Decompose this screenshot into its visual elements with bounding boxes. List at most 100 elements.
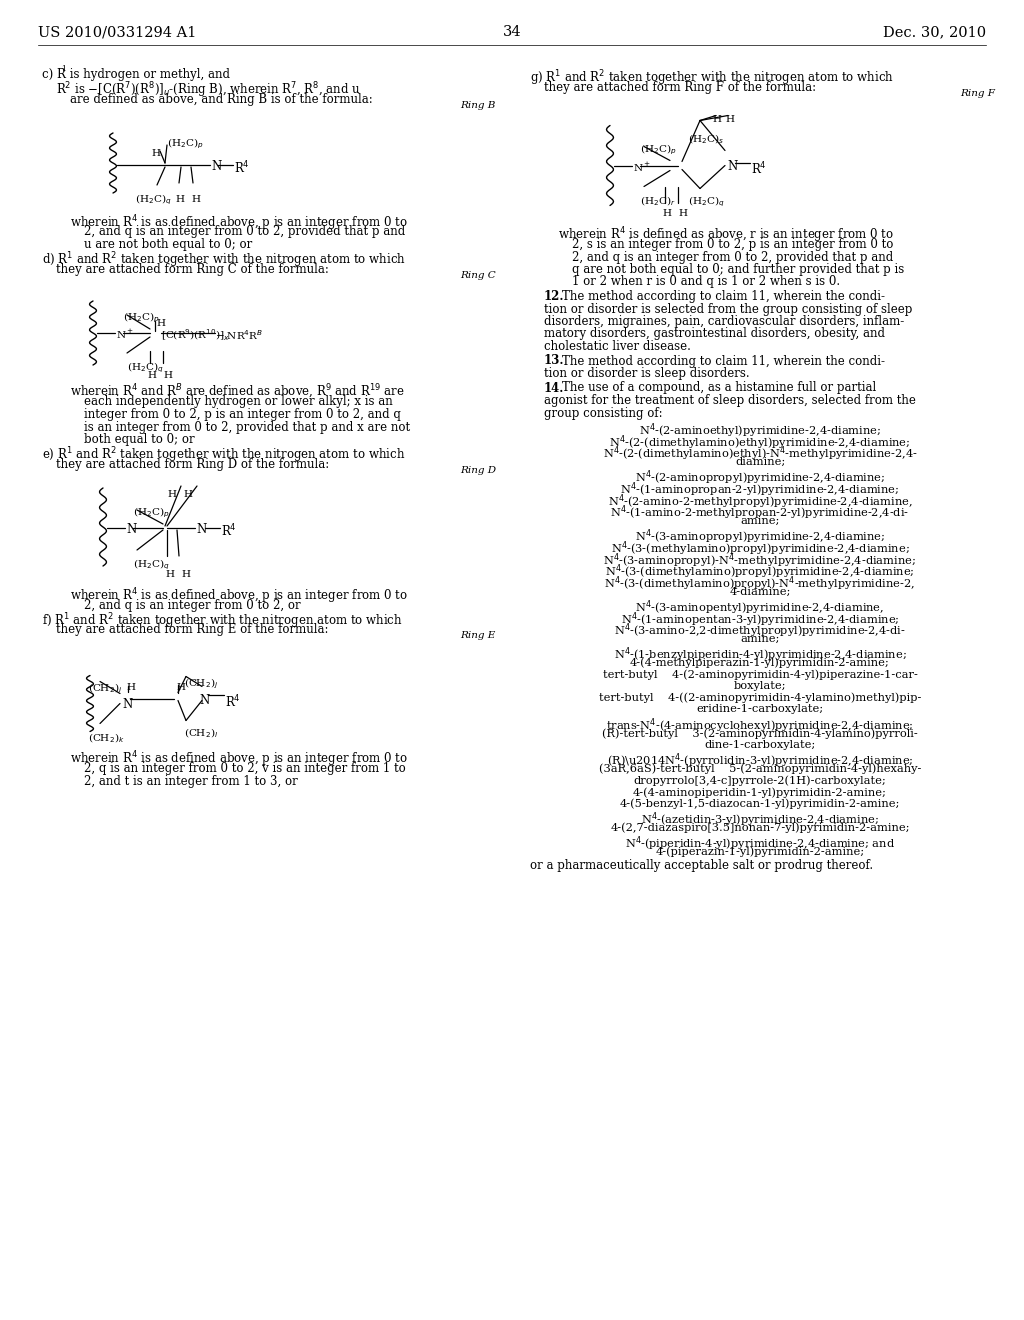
- Text: u are not both equal to 0; or: u are not both equal to 0; or: [84, 238, 252, 251]
- Text: wherein R$^4$ is as defined above, p is an integer from 0 to: wherein R$^4$ is as defined above, p is …: [70, 750, 409, 770]
- Text: N$^4$-(3-(dimethylamino)propyl)-N$^4$-methylpyrimidine-2,: N$^4$-(3-(dimethylamino)propyl)-N$^4$-me…: [604, 574, 915, 593]
- Text: (H$_2$C)$_p$: (H$_2$C)$_p$: [123, 312, 160, 326]
- Text: 13.: 13.: [544, 355, 564, 367]
- Text: N$^4$-(2-aminoethyl)pyrimidine-2,4-diamine;: N$^4$-(2-aminoethyl)pyrimidine-2,4-diami…: [639, 421, 881, 440]
- Text: 4-(4-methylpiperazin-1-yl)pyrimidin-2-amine;: 4-(4-methylpiperazin-1-yl)pyrimidin-2-am…: [630, 657, 890, 668]
- Text: (H$_2$C)$_q$: (H$_2$C)$_q$: [135, 193, 172, 207]
- Text: H: H: [167, 490, 176, 499]
- Text: (H$_2$C)$_q$: (H$_2$C)$_q$: [133, 558, 170, 573]
- Text: dine-1-carboxylate;: dine-1-carboxylate;: [705, 741, 816, 750]
- Text: N$^4$-(azetidin-3-yl)pyrimidine-2,4-diamine;: N$^4$-(azetidin-3-yl)pyrimidine-2,4-diam…: [641, 810, 879, 829]
- Text: dropyrrolo[3,4-c]pyrrole-2(1H)-carboxylate;: dropyrrolo[3,4-c]pyrrole-2(1H)-carboxyla…: [634, 775, 887, 785]
- Text: Ring B: Ring B: [460, 102, 496, 110]
- Text: N$^4$-(3-(methylamino)propyl)pyrimidine-2,4-diamine;: N$^4$-(3-(methylamino)propyl)pyrimidine-…: [610, 540, 909, 558]
- Text: H: H: [156, 319, 165, 327]
- Text: tion or disorder is sleep disorders.: tion or disorder is sleep disorders.: [544, 367, 750, 380]
- Text: N$^4$-(1-benzylpiperidin-4-yl)pyrimidine-2,4-diamine;: N$^4$-(1-benzylpiperidin-4-yl)pyrimidine…: [613, 645, 906, 664]
- Text: N: N: [211, 160, 221, 173]
- Text: H: H: [725, 116, 734, 124]
- Text: R$^2$ is $-$[C(R$^7$)(R$^8$)]$_u$-(Ring B), wherein R$^7$, R$^8$, and u: R$^2$ is $-$[C(R$^7$)(R$^8$)]$_u$-(Ring …: [56, 81, 360, 100]
- Text: (R)-tert-butyl    3-(2-aminopyrimidin-4-ylamino)pyrroli-: (R)-tert-butyl 3-(2-aminopyrimidin-4-yla…: [602, 729, 918, 739]
- Text: H: H: [176, 684, 185, 693]
- Text: R$^4$: R$^4$: [225, 693, 241, 710]
- Text: N$^4$-(1-amino-2-methylpropan-2-yl)pyrimidine-2,4-di-: N$^4$-(1-amino-2-methylpropan-2-yl)pyrim…: [610, 504, 909, 523]
- Text: H: H: [183, 490, 193, 499]
- Text: N$^4$-(3-aminopropyl)pyrimidine-2,4-diamine;: N$^4$-(3-aminopropyl)pyrimidine-2,4-diam…: [635, 528, 885, 546]
- Text: (3aR,6aS)-tert-butyl    5-(2-aminopyrimidin-4-yl)hexahy-: (3aR,6aS)-tert-butyl 5-(2-aminopyrimidin…: [599, 763, 922, 774]
- Text: $-$ NR$^4$R$^B$: $-$ NR$^4$R$^B$: [215, 327, 263, 342]
- Text: R$^4$: R$^4$: [751, 161, 767, 177]
- Text: N$^4$-(1-aminopropan-2-yl)pyrimidine-2,4-diamine;: N$^4$-(1-aminopropan-2-yl)pyrimidine-2,4…: [621, 480, 900, 499]
- Text: matory disorders, gastrointestinal disorders, obesity, and: matory disorders, gastrointestinal disor…: [544, 327, 885, 341]
- Text: H: H: [126, 684, 135, 693]
- Text: N$^4$-(2-(dimethylamino)ethyl)-N$^4$-methylpyrimidine-2,4-: N$^4$-(2-(dimethylamino)ethyl)-N$^4$-met…: [603, 445, 918, 463]
- Text: disorders, migraines, pain, cardiovascular disorders, inflam-: disorders, migraines, pain, cardiovascul…: [544, 315, 904, 327]
- Text: 4-diamine;: 4-diamine;: [729, 586, 791, 597]
- Text: 2, and q is an integer from 0 to 2, or: 2, and q is an integer from 0 to 2, or: [84, 598, 301, 611]
- Text: integer from 0 to 2, p is an integer from 0 to 2, and q: integer from 0 to 2, p is an integer fro…: [84, 408, 400, 421]
- Text: both equal to 0; or: both equal to 0; or: [84, 433, 195, 446]
- Text: N$^4$-(3-aminopentyl)pyrimidine-2,4-diamine,: N$^4$-(3-aminopentyl)pyrimidine-2,4-diam…: [635, 598, 885, 616]
- Text: N$^4$-(2-amino-2-methylpropyl)pyrimidine-2,4-diamine,: N$^4$-(2-amino-2-methylpropyl)pyrimidine…: [607, 492, 912, 511]
- Text: R$^4$: R$^4$: [221, 523, 237, 540]
- Text: Ring D: Ring D: [460, 466, 496, 475]
- Text: f) R$^1$ and R$^2$ taken together with the nitrogen atom to which: f) R$^1$ and R$^2$ taken together with t…: [42, 611, 402, 631]
- Text: amine;: amine;: [740, 516, 779, 525]
- Text: eridine-1-carboxylate;: eridine-1-carboxylate;: [696, 705, 823, 714]
- Text: H: H: [191, 195, 200, 205]
- Text: N$^4$-(3-aminopropyl)-N$^4$-methylpyrimidine-2,4-diamine;: N$^4$-(3-aminopropyl)-N$^4$-methylpyrimi…: [603, 550, 916, 570]
- Text: (R)\u2014N$^4$-(pyrrolidin-3-yl)pyrimidine-2,4-diamine;: (R)\u2014N$^4$-(pyrrolidin-3-yl)pyrimidi…: [607, 751, 913, 771]
- Text: N: N: [727, 161, 737, 173]
- Text: c) R: c) R: [42, 69, 66, 81]
- Text: cholestatic liver disease.: cholestatic liver disease.: [544, 341, 691, 352]
- Text: they are attached form Ring F of the formula:: they are attached form Ring F of the for…: [544, 81, 816, 94]
- Text: tert-butyl    4-((2-aminopyrimidin-4-ylamino)methyl)pip-: tert-butyl 4-((2-aminopyrimidin-4-ylamin…: [599, 693, 922, 704]
- Text: (H$_2$C)$_p$: (H$_2$C)$_p$: [167, 137, 204, 152]
- Text: q are not both equal to 0; and further provided that p is: q are not both equal to 0; and further p…: [572, 263, 904, 276]
- Text: (CH$_2$)$_j$: (CH$_2$)$_j$: [184, 676, 218, 690]
- Text: 4-(4-aminopiperidin-1-yl)pyrimidin-2-amine;: 4-(4-aminopiperidin-1-yl)pyrimidin-2-ami…: [633, 787, 887, 797]
- Text: H: H: [175, 195, 184, 205]
- Text: (H$_2$C)$_r$: (H$_2$C)$_r$: [640, 194, 676, 209]
- Text: The method according to claim 11, wherein the condi-: The method according to claim 11, wherei…: [562, 290, 885, 304]
- Text: 2, and q is an integer from 0 to 2, provided that p and: 2, and q is an integer from 0 to 2, prov…: [572, 251, 893, 264]
- Text: H: H: [165, 570, 174, 579]
- Text: (H$_2$C)$_q$: (H$_2$C)$_q$: [127, 360, 164, 375]
- Text: (H$_2$C)$_s$: (H$_2$C)$_s$: [688, 132, 724, 147]
- Text: N$^+$: N$^+$: [116, 327, 134, 341]
- Text: 4-(5-benzyl-1,5-diazocan-1-yl)pyrimidin-2-amine;: 4-(5-benzyl-1,5-diazocan-1-yl)pyrimidin-…: [620, 799, 900, 809]
- Text: H: H: [147, 371, 156, 380]
- Text: N: N: [122, 698, 132, 711]
- Text: N: N: [199, 693, 209, 706]
- Text: 2, q is an integer from 0 to 2, v is an integer from 1 to: 2, q is an integer from 0 to 2, v is an …: [84, 762, 406, 775]
- Text: wherein R$^4$ is as defined above, p is an integer from 0 to: wherein R$^4$ is as defined above, p is …: [70, 213, 409, 232]
- Text: H: H: [712, 116, 721, 124]
- Text: 4-(piperazin-1-yl)pyrimidin-2-amine;: 4-(piperazin-1-yl)pyrimidin-2-amine;: [655, 846, 864, 857]
- Text: 2, and t is an integer from 1 to 3, or: 2, and t is an integer from 1 to 3, or: [84, 775, 298, 788]
- Text: Ring F: Ring F: [961, 88, 995, 98]
- Text: 2, and q is an integer from 0 to 2, provided that p and: 2, and q is an integer from 0 to 2, prov…: [84, 226, 406, 239]
- Text: H: H: [678, 209, 687, 218]
- Text: each independently hydrogen or lower alkyl; x is an: each independently hydrogen or lower alk…: [84, 396, 393, 408]
- Text: they are attached form Ring C of the formula:: they are attached form Ring C of the for…: [56, 263, 329, 276]
- Text: H: H: [163, 371, 172, 380]
- Text: or a pharmaceutically acceptable salt or prodrug thereof.: or a pharmaceutically acceptable salt or…: [530, 858, 873, 871]
- Text: tion or disorder is selected from the group consisting of sleep: tion or disorder is selected from the gr…: [544, 302, 912, 315]
- Text: Dec. 30, 2010: Dec. 30, 2010: [883, 25, 986, 40]
- Text: Ring E: Ring E: [460, 631, 496, 640]
- Text: agonist for the treatment of sleep disorders, selected from the: agonist for the treatment of sleep disor…: [544, 393, 915, 407]
- Text: N$^4$-(2-aminopropyl)pyrimidine-2,4-diamine;: N$^4$-(2-aminopropyl)pyrimidine-2,4-diam…: [635, 469, 885, 487]
- Text: d) R$^1$ and R$^2$ taken together with the nitrogen atom to which: d) R$^1$ and R$^2$ taken together with t…: [42, 251, 406, 271]
- Text: diamine;: diamine;: [735, 457, 785, 467]
- Text: they are attached form Ring E of the formula:: they are attached form Ring E of the for…: [56, 623, 329, 636]
- Text: N: N: [196, 523, 206, 536]
- Text: wherein R$^4$ is defined as above, r is an integer from 0 to: wherein R$^4$ is defined as above, r is …: [558, 226, 894, 246]
- Text: R$^4$: R$^4$: [234, 160, 250, 177]
- Text: N$^4$-(2-(dimethylamino)ethyl)pyrimidine-2,4-diamine;: N$^4$-(2-(dimethylamino)ethyl)pyrimidine…: [609, 433, 910, 451]
- Text: H: H: [181, 570, 190, 579]
- Text: (H$_2$C)$_q$: (H$_2$C)$_q$: [688, 194, 725, 209]
- Text: H: H: [662, 209, 671, 218]
- Text: (CH$_2$)$_i$: (CH$_2$)$_i$: [88, 681, 122, 696]
- Text: Ring C: Ring C: [460, 271, 496, 280]
- Text: [C(R$^9$)(R$^{10}$)]$_x$: [C(R$^9$)(R$^{10}$)]$_x$: [161, 327, 230, 343]
